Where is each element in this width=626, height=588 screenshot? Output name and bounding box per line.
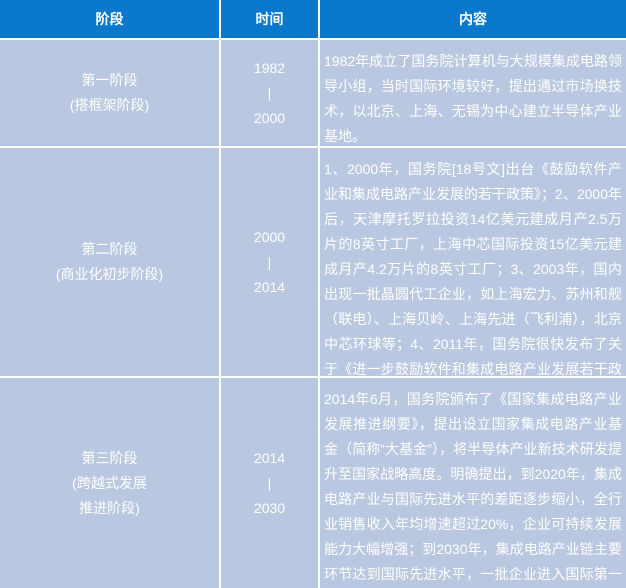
stage-cell-row2: 第二阶段 (商业化初步阶段) (0, 148, 219, 376)
time-cell-row1: 1982 | 2000 (221, 40, 318, 146)
column-header-time: 时间 (221, 0, 318, 38)
column-header-stage: 阶段 (0, 0, 219, 38)
content-cell-row1: 1982年成立了国务院计算机与大规模集成电路领导小组，当时国际环境较好，提出通过… (320, 40, 626, 146)
stage-cell-row3: 第三阶段 (跨越式发展 推进阶段) (0, 378, 219, 588)
content-cell-row2: 1、2000年，国务院[18号文]出台《鼓励软件产业和集成电路产业发展的若干政策… (320, 148, 626, 376)
content-cell-row3: 2014年6月，国务院颁布了《国家集成电路产业发展推进纲要》，提出设立国家集成电… (320, 378, 626, 588)
column-header-content: 内容 (320, 0, 626, 38)
stage-cell-row1: 第一阶段 (搭框架阶段) (0, 40, 219, 146)
time-cell-row2: 2000 | 2014 (221, 148, 318, 376)
time-cell-row3: 2014 | 2030 (221, 378, 318, 588)
